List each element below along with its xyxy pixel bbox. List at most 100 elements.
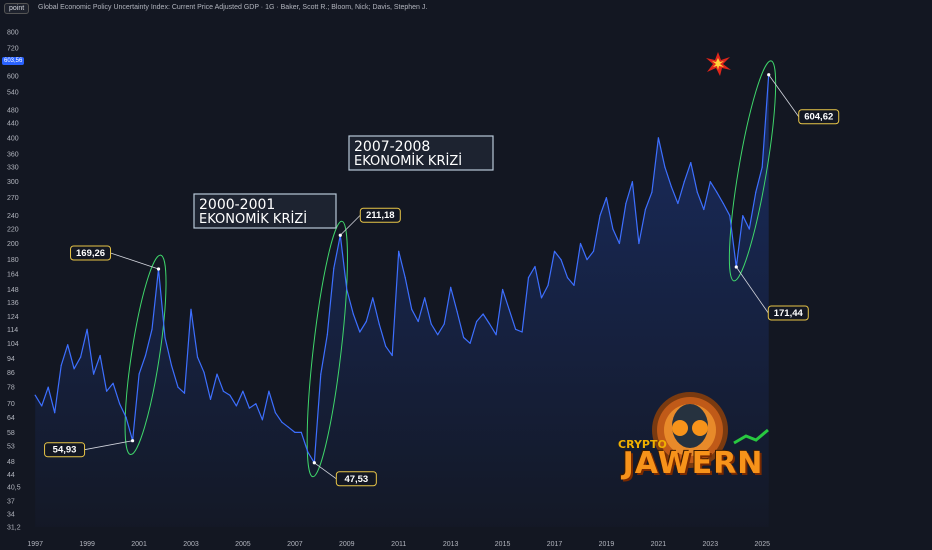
data-point [430, 323, 432, 325]
data-point [547, 284, 549, 286]
annotation-leader-line [768, 74, 800, 117]
x-tick-label: 2003 [183, 541, 199, 548]
data-point [281, 421, 283, 423]
crisis-callout-box [193, 193, 337, 229]
x-tick-label: 2019 [599, 541, 615, 548]
y-tick-label: 58 [7, 430, 15, 437]
data-point [683, 181, 685, 183]
y-tick-label: 48 [7, 459, 15, 466]
data-point [138, 373, 140, 375]
data-point [677, 202, 679, 205]
data-point [99, 354, 101, 357]
data-point [144, 354, 147, 357]
current-price-label: 603,56 [2, 57, 25, 65]
data-point [592, 250, 595, 252]
data-point [579, 242, 582, 245]
data-point [638, 242, 640, 245]
x-tick-label: 2009 [339, 541, 355, 548]
y-tick-label: 480 [7, 107, 19, 114]
crisis-callout-label: EKONOMİK KRİZİ [199, 211, 307, 227]
data-point [209, 398, 212, 400]
data-point [463, 336, 465, 339]
data-point [112, 382, 114, 384]
data-point [618, 242, 621, 245]
explosion-icon [706, 52, 731, 76]
data-point [242, 390, 244, 392]
data-point [73, 368, 75, 370]
y-tick-label: 800 [7, 30, 19, 37]
y-tick-label: 53 [7, 444, 15, 451]
y-tick-label: 240 [7, 213, 19, 220]
data-point [651, 191, 653, 193]
crisis-highlights [124, 60, 777, 478]
data-point [125, 416, 127, 418]
data-point [625, 202, 627, 205]
data-point [261, 419, 263, 421]
chart-header: point Global Economic Policy Uncertainty… [0, 0, 932, 18]
data-point [612, 228, 614, 230]
data-point [177, 386, 179, 388]
annotation-label: 211,18 [366, 210, 395, 221]
data-point [203, 371, 205, 373]
data-point [183, 392, 186, 394]
x-tick-label: 2021 [651, 541, 667, 548]
annotation-dot [734, 265, 738, 269]
bitcoin-figure-logo [652, 392, 769, 468]
crisis-callout-label: EKONOMİK KRİZİ [354, 153, 462, 169]
data-point [54, 412, 56, 414]
y-tick-label: 600 [7, 73, 19, 80]
data-point [34, 394, 36, 396]
x-tick-label: 2017 [547, 541, 563, 548]
data-point [352, 313, 354, 315]
annotation-label: 604,62 [804, 112, 833, 123]
data-point [482, 313, 484, 315]
annotation-dot [767, 73, 771, 77]
data-point [534, 265, 536, 268]
series-area [35, 74, 769, 527]
data-point [527, 277, 530, 279]
y-tick-label: 220 [7, 226, 19, 233]
brand-logo: CRYPTO JAWERN [606, 388, 780, 488]
annotation-box [359, 207, 401, 223]
annotation-leader-line [84, 440, 133, 451]
data-point [411, 308, 413, 310]
data-point [696, 191, 698, 193]
data-point [729, 215, 731, 217]
data-point [605, 197, 608, 199]
data-point [86, 328, 88, 330]
x-tick-label: 2015 [495, 541, 511, 548]
data-point [326, 334, 328, 336]
x-tick-label: 2005 [235, 541, 251, 548]
data-point [631, 181, 634, 183]
annotation-label: 54,93 [53, 445, 77, 456]
symbol-badge[interactable]: point [4, 3, 30, 14]
y-tick-label: 124 [7, 314, 19, 321]
y-tick-label: 440 [7, 121, 19, 128]
data-point [742, 215, 744, 217]
data-point [372, 297, 374, 299]
data-point [216, 373, 218, 375]
data-point [80, 356, 82, 358]
y-tick-label: 360 [7, 151, 19, 158]
y-tick-label: 70 [7, 401, 15, 408]
annotation-box [335, 471, 377, 487]
data-point [566, 277, 569, 279]
annotation-box [44, 442, 86, 458]
data-point [748, 228, 750, 230]
y-tick-label: 34 [7, 511, 15, 518]
y-tick-label: 270 [7, 195, 19, 202]
y-tick-label: 400 [7, 135, 19, 142]
data-point [508, 308, 510, 310]
crisis-ellipse [306, 220, 348, 478]
data-point [287, 426, 289, 428]
data-point [450, 286, 452, 288]
data-point [456, 311, 458, 313]
data-point [300, 431, 302, 433]
data-point [385, 345, 387, 347]
data-point [378, 323, 380, 325]
data-point [443, 323, 445, 325]
data-point [495, 334, 497, 336]
data-point [476, 320, 478, 323]
data-point [229, 394, 231, 396]
